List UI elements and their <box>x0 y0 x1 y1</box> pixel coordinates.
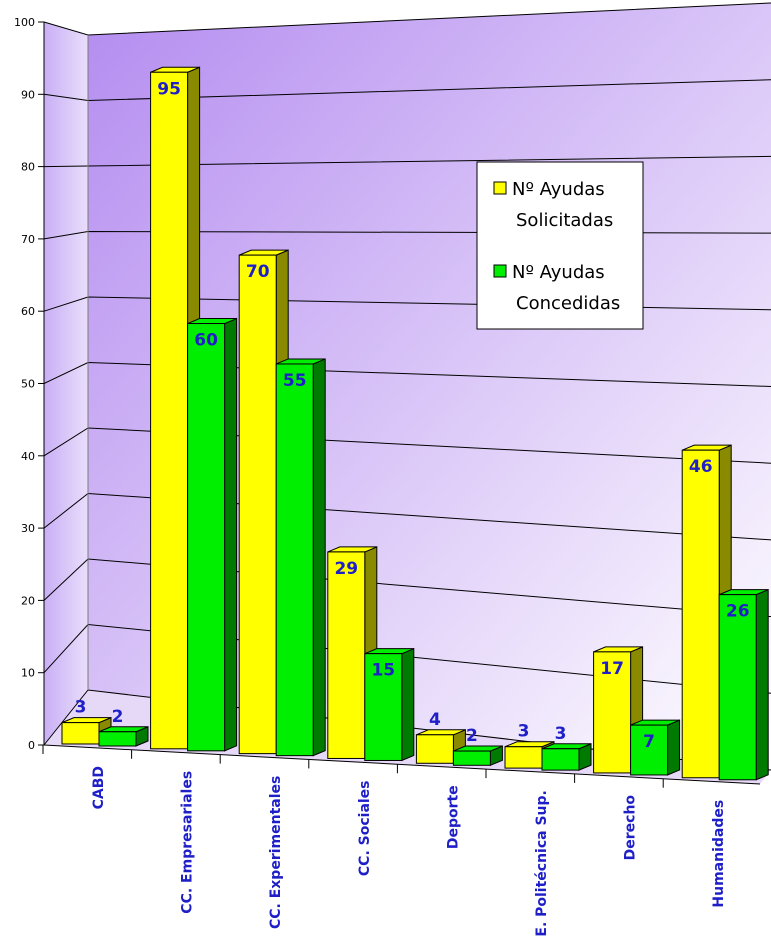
bar-front <box>593 651 632 774</box>
bar-front <box>327 551 366 759</box>
y-tick-label: 30 <box>21 522 35 535</box>
data-label: 60 <box>194 331 218 351</box>
bar-concedidas <box>98 726 149 747</box>
legend: Nº Ayudas Solicitadas Nº Ayudas Concedid… <box>476 161 644 330</box>
legend-label-solicitadas-line2: Solicitadas <box>516 210 613 231</box>
bar-front <box>415 734 454 764</box>
x-category-label: CABD <box>91 766 107 809</box>
bar-side <box>667 719 681 776</box>
y-tick-label: 50 <box>21 378 35 391</box>
bar-side <box>401 647 415 762</box>
data-label: 4 <box>429 710 441 730</box>
y-tick-label: 40 <box>21 450 35 463</box>
x-category-label: Humanidades <box>711 800 727 908</box>
bar-concedidas <box>541 743 592 771</box>
data-label: 15 <box>371 661 395 681</box>
x-category-label: Derecho <box>623 795 639 861</box>
bar-front <box>452 750 491 766</box>
bar-front <box>98 731 137 747</box>
bar-front <box>150 71 189 750</box>
data-label: 2 <box>112 707 124 727</box>
x-category-label: Deporte <box>445 785 461 849</box>
legend-swatch-concedidas <box>493 264 507 278</box>
bar-concedidas <box>364 647 415 762</box>
y-tick-label: 90 <box>21 88 35 101</box>
bar-front <box>630 724 669 776</box>
x-axis-line <box>43 744 761 785</box>
y-tick-label: 70 <box>21 233 35 246</box>
data-label: 3 <box>555 724 567 744</box>
data-label: 3 <box>518 722 530 742</box>
bar-front <box>504 746 543 769</box>
data-label: 3 <box>75 698 87 718</box>
legend-swatch-solicitadas <box>493 181 507 195</box>
data-label: 2 <box>466 726 478 746</box>
bar-concedidas <box>630 719 681 776</box>
legend-label-solicitadas-line1: Nº Ayudas <box>512 179 605 200</box>
y-tick-label: 0 <box>28 739 35 752</box>
data-label: 26 <box>726 602 750 622</box>
bar-concedidas <box>718 588 769 781</box>
bar-side <box>312 358 326 757</box>
x-category-label: CC. Experimentales <box>268 776 284 929</box>
bar-front <box>275 363 314 757</box>
data-label: 46 <box>689 457 713 477</box>
y-tick-label: 100 <box>14 16 35 29</box>
bar-front <box>681 449 720 779</box>
data-label: 7 <box>643 732 655 752</box>
bar-concedidas <box>275 358 326 757</box>
x-category-label: CC. Empresariales <box>180 771 196 914</box>
bar-solicitadas <box>150 66 201 750</box>
legend-label-concedidas-line2: Concedidas <box>516 293 620 314</box>
bar-front <box>718 594 757 781</box>
bars <box>61 66 769 781</box>
bar-concedidas <box>187 317 238 752</box>
data-label: 70 <box>246 262 270 282</box>
bar-front <box>238 254 277 755</box>
x-category-label: CC. Sociales <box>357 780 373 876</box>
bar-front <box>364 653 403 761</box>
x-category-label: E. Politécnica Sup. <box>534 790 550 937</box>
data-label: 29 <box>334 559 358 579</box>
bar-front <box>187 323 226 752</box>
bar-concedidas <box>452 745 503 767</box>
axes: 0 10 20 30 40 50 60 70 80 90 100 <box>14 16 761 788</box>
labels: 3 2 CABD 95 60 CC. Empresariales 70 55 CC. Exper… <box>75 79 750 936</box>
y-tick-label: 80 <box>21 161 35 174</box>
y-tick-label: 60 <box>21 305 35 318</box>
legend-label-concedidas-line1: Nº Ayudas <box>512 262 605 283</box>
bar-front <box>541 748 580 771</box>
bar-side <box>755 588 769 781</box>
y-tick-label: 20 <box>21 594 35 607</box>
side-wall <box>44 22 88 745</box>
bar-side <box>224 317 238 752</box>
data-label: 55 <box>283 371 307 391</box>
data-label: 95 <box>157 79 181 99</box>
data-label: 17 <box>600 659 624 679</box>
bar-front <box>61 722 100 745</box>
y-tick-label: 10 <box>21 667 35 680</box>
